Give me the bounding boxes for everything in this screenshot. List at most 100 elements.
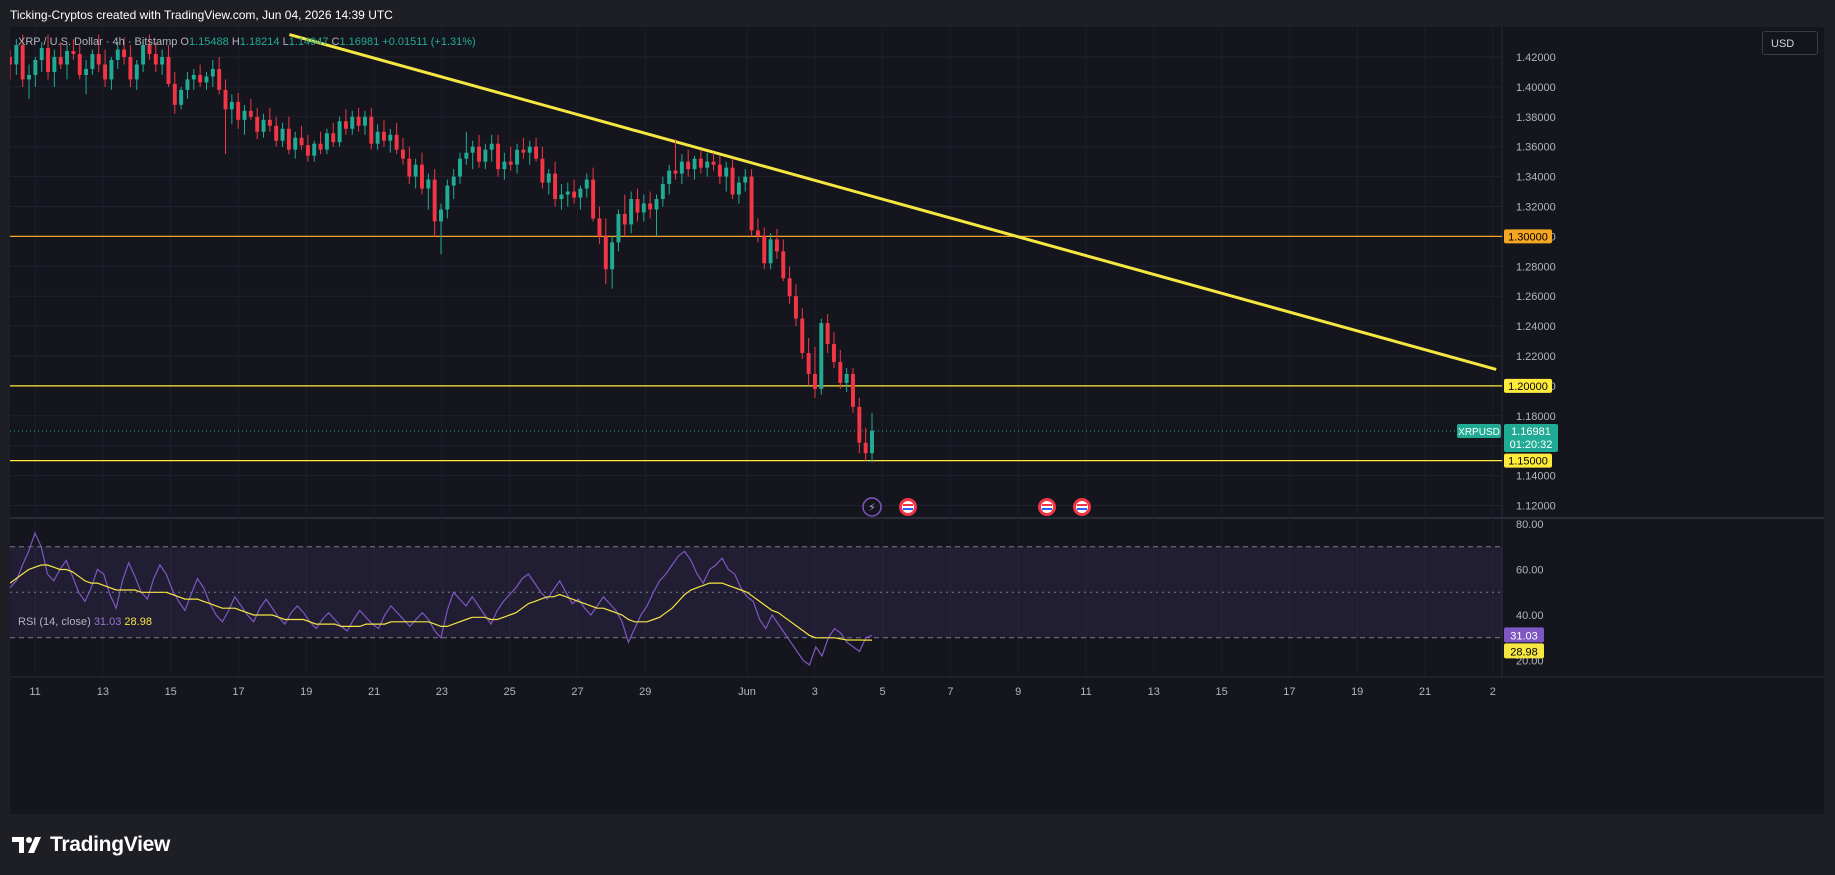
candle-body xyxy=(401,149,405,159)
candle-body xyxy=(141,45,146,65)
candle-body xyxy=(362,116,367,126)
candle-body xyxy=(14,45,19,65)
candle-body xyxy=(185,79,190,90)
time-tick-label: 13 xyxy=(97,686,109,698)
earnings-event-icon xyxy=(862,497,882,517)
candle-body xyxy=(128,57,133,80)
rsi-band-area xyxy=(10,546,1502,639)
candle-body xyxy=(660,184,665,200)
rsi-legend: RSI (14, close) 31.03 28.98 xyxy=(18,616,152,628)
descending-trendline xyxy=(288,33,1497,371)
rsi-title: RSI (14, close) xyxy=(18,616,91,628)
candle-body xyxy=(331,133,336,143)
time-tick-label: 27 xyxy=(571,686,583,698)
candle-body xyxy=(844,373,849,383)
header-bar: Ticking-Cryptos created with TradingView… xyxy=(0,0,1835,27)
open-value: 1.15488 xyxy=(188,36,229,48)
event-markers: ⚡ xyxy=(862,497,1091,517)
candle-body xyxy=(274,125,279,141)
candle-body xyxy=(103,64,108,80)
candle-body xyxy=(58,57,63,65)
candle-body xyxy=(286,128,291,150)
us-flag-event-icon-inner xyxy=(1076,501,1088,513)
currency-selector[interactable]: USD xyxy=(1762,31,1818,55)
candle-body xyxy=(616,213,621,243)
candle-body xyxy=(863,442,868,454)
level-price-label: 1.15000 xyxy=(1508,456,1548,468)
candle-body xyxy=(812,373,817,389)
time-axis: 11 13 15 17 19 21 23 25 27 29 Jun 3 5 7 9 11 13 15 17 19 21 2 xyxy=(29,686,1495,698)
candle-body xyxy=(464,152,469,159)
candle-body xyxy=(71,51,76,55)
header-attribution: Ticking-Cryptos created with TradingView… xyxy=(10,8,393,22)
candle-body xyxy=(96,54,101,65)
candle-body xyxy=(515,149,520,165)
candle-body xyxy=(591,179,596,219)
candle-body xyxy=(33,59,38,75)
us-flag-event-icon-inner xyxy=(902,501,914,513)
time-tick-label: 11 xyxy=(1080,686,1091,698)
candle-body xyxy=(375,131,380,144)
rsi-value: 31.03 xyxy=(93,616,122,628)
candle-body xyxy=(749,176,754,231)
candle-body xyxy=(413,164,418,177)
candle-body xyxy=(312,143,317,156)
candle-body xyxy=(698,158,703,168)
candle-body xyxy=(559,194,564,200)
price-tick-label: 1.36000 xyxy=(1516,142,1556,154)
time-tick-label: 15 xyxy=(1215,686,1227,698)
candle-body xyxy=(52,57,57,72)
candle-body xyxy=(534,146,539,159)
time-tick-label: 19 xyxy=(300,686,312,698)
candle-body xyxy=(832,344,836,362)
time-tick-label: Jun xyxy=(738,686,756,698)
candle-body xyxy=(84,68,89,75)
candle-body xyxy=(293,137,298,150)
rsi-tick-label: 20.00 xyxy=(1516,656,1544,668)
candle-body xyxy=(648,203,653,210)
rsi-series xyxy=(10,531,873,666)
candle-body xyxy=(527,146,532,153)
time-tick-label: 9 xyxy=(1015,686,1021,698)
time-tick-label: 23 xyxy=(436,686,448,698)
price-tick-label: 1.18000 xyxy=(1516,411,1556,423)
candle-body xyxy=(635,199,640,213)
tradingview-logo-icon xyxy=(12,837,41,853)
candle-body xyxy=(819,323,824,389)
us-flag-event-icon-inner xyxy=(1041,501,1053,513)
candle-body xyxy=(654,199,659,210)
price-tick-label: 1.12000 xyxy=(1516,501,1556,513)
chart-area[interactable] xyxy=(10,27,1824,814)
candle-body xyxy=(166,57,171,84)
chart-canvas[interactable]: ⚡ 1.42000 1.40000 1.38000 1.36000 1.34000 1.3… xyxy=(10,27,1824,814)
price-tick-label: 1.40000 xyxy=(1516,82,1556,94)
time-tick-label: 21 xyxy=(368,686,380,698)
us-flag-event-icon-stripe xyxy=(1077,508,1087,510)
candle-body xyxy=(496,143,501,170)
rsi-tick-label: 60.00 xyxy=(1516,565,1544,577)
candle-body xyxy=(432,179,437,222)
candle-body xyxy=(692,158,697,170)
candle-body xyxy=(369,116,374,144)
rsi-value-tag-label: 31.03 xyxy=(1510,630,1538,642)
rsi-line xyxy=(10,531,873,666)
lightning-icon: ⚡ xyxy=(868,501,876,514)
price-tick-label: 1.22000 xyxy=(1516,351,1556,363)
candle-body xyxy=(191,74,196,80)
low-label: L xyxy=(282,36,289,48)
tradingview-logo[interactable]: TradingView xyxy=(12,833,170,857)
time-tick-label: 29 xyxy=(639,686,651,698)
candle-body xyxy=(20,45,25,80)
candle-body xyxy=(755,230,760,237)
level-price-label: 1.20000 xyxy=(1508,381,1548,393)
last-price-label: 1.16981 xyxy=(1511,426,1551,438)
candle-body xyxy=(838,361,843,383)
candle-body xyxy=(730,167,735,195)
candle-body xyxy=(584,179,589,189)
candle-body xyxy=(622,213,627,225)
time-tick-label: 19 xyxy=(1351,686,1363,698)
candle-body xyxy=(356,116,361,126)
level-price-tag xyxy=(1504,229,1552,244)
candle-body xyxy=(280,128,285,141)
candle-body xyxy=(724,167,729,177)
